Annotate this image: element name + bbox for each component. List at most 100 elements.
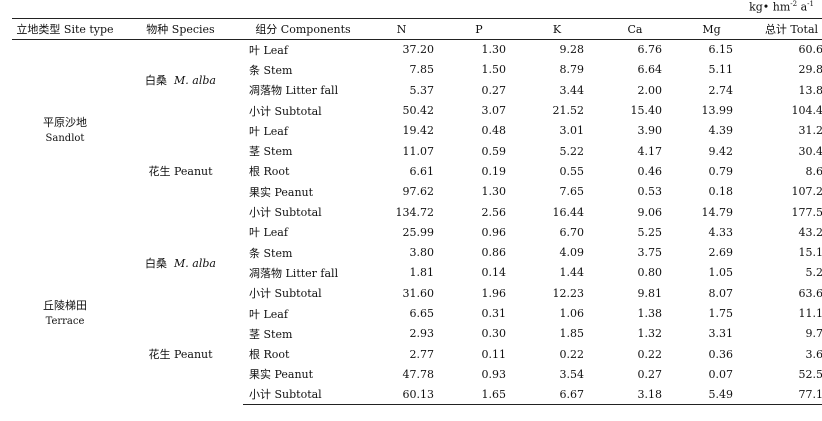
component-cell: 叶 Leaf [249, 226, 288, 240]
value-p: 1.30 [481, 185, 507, 199]
value-k: 3.44 [559, 83, 585, 97]
value-total: 104.41 [791, 104, 822, 118]
value-mg: 0.07 [708, 367, 734, 381]
value-n: 5.37 [409, 83, 435, 97]
table-row: 茎 Stem 11.07 0.59 5.22 4.17 9.42 30.47 [12, 141, 822, 161]
value-mg: 14.79 [701, 205, 734, 219]
value-p: 0.14 [481, 266, 507, 280]
value-total: 11.15 [798, 307, 822, 320]
value-ca: 2.00 [637, 83, 663, 97]
value-ca: 3.90 [637, 124, 663, 138]
value-n: 11.07 [402, 144, 435, 158]
component-cell: 茎 Stem [249, 327, 293, 341]
value-p: 2.56 [481, 205, 507, 219]
value-n: 6.61 [409, 164, 435, 178]
component-cell: 果实 Peanut [249, 185, 314, 199]
value-k: 4.09 [559, 246, 585, 260]
value-p: 0.48 [481, 124, 507, 138]
value-mg: 5.49 [674, 384, 749, 406]
value-n: 3.80 [409, 246, 435, 260]
value-k: 3.54 [559, 367, 585, 381]
nutrient-table: 立地类型 Site type 物种 Species 组分 Components … [12, 18, 822, 406]
value-p: 1.65 [440, 384, 518, 406]
table-row: 小计 Subtotal 134.72 2.56 16.44 9.06 14.79 177.5… [12, 202, 822, 222]
table-row: 花生 Peanut 叶 Leaf 6.65 0.31 1.06 1.38 1.75 11.15 [12, 303, 822, 361]
header-total: 总计 Total [749, 18, 822, 40]
value-n: 31.60 [402, 286, 435, 300]
value-p: 0.27 [481, 83, 507, 97]
value-p: 1.30 [481, 43, 507, 57]
value-total: 30.47 [798, 144, 822, 158]
value-total: 63.67 [798, 286, 822, 300]
table-row: 果实 Peanut 97.62 1.30 7.65 0.53 0.18 107.29 [12, 182, 822, 202]
site-name-zh: 平原沙地 [43, 116, 87, 130]
header-mg: Mg [674, 18, 749, 40]
site-type-cell: 平原沙地 Sandlot [12, 40, 118, 223]
value-ca: 0.53 [637, 185, 663, 199]
species-name: 白桑 [145, 256, 168, 270]
table-row: 条 Stem 3.80 0.86 4.09 3.75 2.69 15.19 [12, 242, 822, 262]
table-row: 根 Root 2.77 0.11 0.22 0.22 0.36 3.68 [12, 344, 822, 364]
site-type-cell: 丘陵梯田 Terrace [12, 222, 118, 405]
value-mg: 2.69 [708, 246, 734, 260]
value-k: 8.79 [559, 63, 585, 77]
value-mg: 0.79 [708, 164, 734, 178]
value-ca: 5.25 [637, 225, 663, 239]
component-cell: 茎 Stem [249, 145, 293, 159]
component-cell: 凋落物 Litter fall [249, 266, 339, 280]
table-row: 小计 Subtotal 31.60 1.96 12.23 9.81 8.07 63.67 [12, 283, 822, 303]
component-cell: 小计 Subtotal [243, 384, 363, 406]
table-row: 根 Root 6.61 0.19 0.55 0.46 0.79 8.60 [12, 161, 822, 181]
value-ca: 3.18 [596, 384, 674, 406]
value-k: 0.55 [559, 164, 585, 178]
value-total: 43.23 [798, 225, 822, 239]
table-row: 果实 Peanut 47.78 0.93 3.54 0.27 0.07 52.59 [12, 364, 822, 384]
value-total: 9.71 [805, 327, 822, 341]
value-ca: 0.80 [637, 266, 663, 280]
value-k: 3.01 [559, 124, 585, 138]
header-p: P [440, 18, 518, 40]
value-ca: 0.46 [637, 164, 663, 178]
value-k: 6.67 [518, 384, 596, 406]
value-p: 1.96 [481, 286, 507, 300]
table-body: 平原沙地 Sandlot 白桑 M. alba 叶 Leaf 37.20 1.30 9.28… [12, 40, 822, 406]
value-mg: 3.31 [708, 327, 734, 341]
value-n: 19.42 [402, 124, 435, 138]
site-name-en: Terrace [45, 315, 85, 327]
value-ca: 0.27 [637, 367, 663, 381]
site-name-zh: 丘陵梯田 [43, 298, 87, 312]
table-row: 丘陵梯田 Terrace 白桑 M. alba 叶 Leaf 25.99 0.96 6.70… [12, 222, 822, 327]
value-total: 77.13 [749, 384, 822, 406]
value-ca: 0.22 [637, 347, 663, 361]
value-p: 0.30 [481, 327, 507, 341]
value-total: 13.84 [798, 83, 822, 97]
component-cell: 果实 Peanut [249, 368, 314, 382]
value-p: 1.50 [481, 63, 507, 77]
header-components: 组分 Components [243, 18, 363, 40]
value-n: 37.20 [402, 43, 435, 57]
component-cell: 根 Root [249, 165, 290, 179]
value-p: 3.07 [481, 104, 507, 118]
species-latin-name: M. alba [174, 74, 216, 88]
value-n: 47.78 [402, 367, 435, 381]
value-k: 1.44 [559, 266, 585, 280]
value-total: 8.60 [805, 164, 822, 178]
value-k: 16.44 [552, 205, 585, 219]
value-mg: 2.74 [708, 83, 734, 97]
component-cell: 条 Stem [249, 246, 293, 260]
site-name-en: Sandlot [45, 133, 85, 145]
value-mg: 6.15 [708, 43, 734, 57]
value-ca: 3.75 [637, 246, 663, 260]
value-mg: 0.18 [708, 185, 734, 199]
value-total: 107.29 [791, 185, 822, 199]
unit-label: kg• hm-2 a-1 [749, 0, 814, 14]
value-n: 2.77 [409, 347, 435, 361]
table-row: 花生 Peanut 叶 Leaf 19.42 0.48 3.01 3.90 4.39 31.2… [12, 121, 822, 178]
value-total: 5.24 [805, 266, 822, 280]
value-n: 25.99 [402, 225, 435, 239]
value-ca: 4.17 [637, 144, 663, 158]
value-n: 134.72 [395, 205, 435, 219]
value-ca: 1.38 [637, 307, 663, 320]
component-cell: 小计 Subtotal [249, 104, 322, 118]
